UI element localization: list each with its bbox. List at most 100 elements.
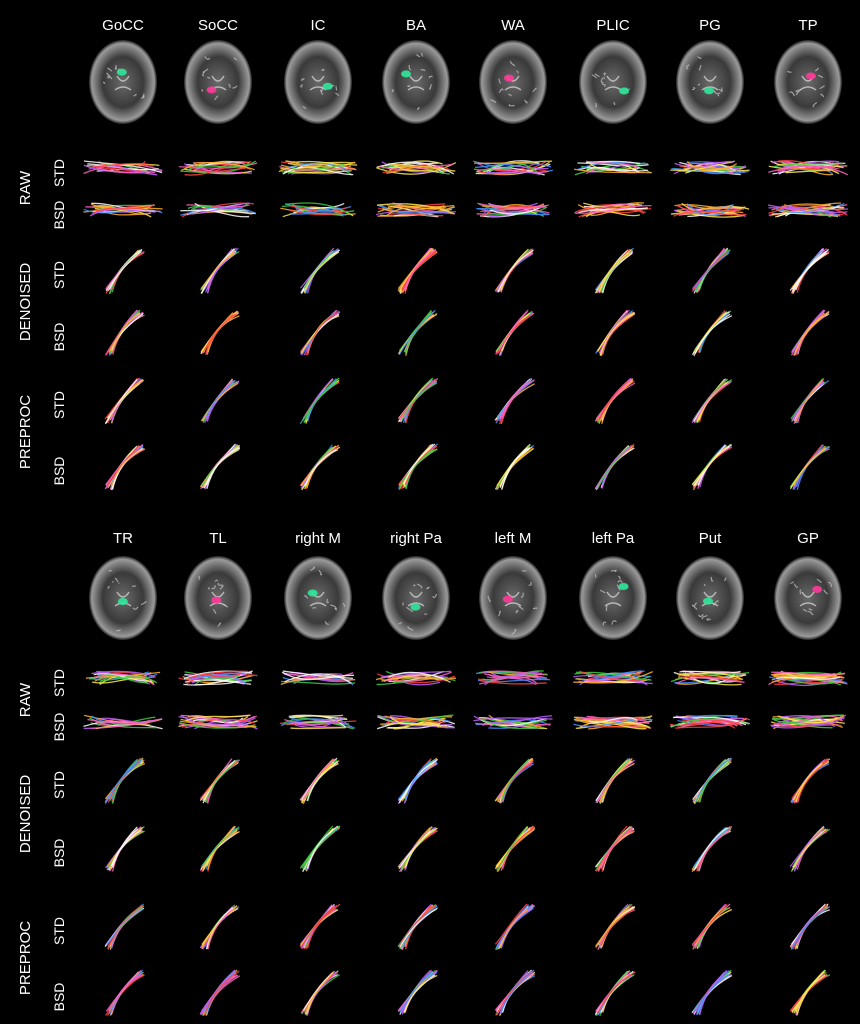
tractography-cell <box>768 160 849 176</box>
tractography-cell <box>670 202 750 218</box>
tractography-cell <box>279 714 357 730</box>
tractography-cell <box>375 670 457 686</box>
tractography-cell <box>595 757 636 805</box>
tractography-cell <box>397 825 438 873</box>
tractography-cell <box>789 247 830 295</box>
tractography-cell <box>299 825 341 873</box>
brain-slice-thumbnail <box>579 40 647 124</box>
tractography-cell <box>105 969 145 1016</box>
column-label: left M <box>495 530 532 547</box>
tractography-cell <box>105 826 145 872</box>
tractography-cell <box>397 969 438 1015</box>
tractography-cell <box>594 970 636 1017</box>
column-label: BA <box>406 17 426 34</box>
tractography-cell <box>397 443 439 490</box>
row-label: BSD <box>51 457 67 486</box>
tractography-cell <box>200 310 240 355</box>
tractography-cell <box>397 247 438 295</box>
tractography-cell <box>594 247 635 294</box>
tractography-cell <box>473 160 553 176</box>
row-group-label: PREPROC <box>17 921 34 995</box>
row-label: STD <box>51 917 67 945</box>
column-label: SoCC <box>198 17 238 34</box>
tractography-cell <box>691 825 733 873</box>
row-label: STD <box>51 159 67 187</box>
tractography-cell <box>299 309 341 356</box>
brain-slice-thumbnail <box>184 556 252 640</box>
tractography-cell <box>476 202 550 218</box>
column-label: GP <box>797 530 819 547</box>
tractography-cell <box>299 903 341 950</box>
tractography-cell <box>280 670 356 686</box>
tractography-cell <box>475 670 551 686</box>
row-label: BSD <box>51 201 67 230</box>
tractography-cell <box>494 248 534 293</box>
column-label: right Pa <box>390 530 442 547</box>
tractography-cell <box>397 903 438 951</box>
tractography-cell <box>494 825 536 873</box>
tractography-cell <box>278 160 358 176</box>
row-group-label: RAW <box>17 682 34 717</box>
brain-slice-thumbnail <box>479 40 547 124</box>
tractography-cell <box>790 758 831 804</box>
column-label: left Pa <box>592 530 635 547</box>
column-label: IC <box>311 17 326 34</box>
row-group-label: RAW <box>17 170 34 205</box>
tractography-cell <box>790 378 830 424</box>
tractography-cell <box>200 378 240 423</box>
tractography-cell <box>789 903 831 951</box>
tractography-cell <box>178 160 258 176</box>
tractography-cell <box>789 444 831 491</box>
column-label: TL <box>209 530 227 547</box>
tractography-cell <box>691 903 733 950</box>
tractography-cell <box>670 160 750 176</box>
tractography-cell <box>574 202 652 218</box>
tractography-cell <box>691 443 733 491</box>
column-label: WA <box>501 17 525 34</box>
row-label: STD <box>51 391 67 419</box>
tractography-cell <box>573 670 654 686</box>
row-group-label: DENOISED <box>17 775 34 854</box>
row-label: STD <box>51 261 67 289</box>
tractography-cell <box>770 714 846 730</box>
tractography-cell <box>494 757 535 804</box>
row-group-label: PREPROC <box>17 395 34 469</box>
tractography-cell <box>83 714 163 730</box>
tractography-cell <box>594 825 635 872</box>
tractography-cell <box>104 903 145 950</box>
tractography-cell <box>768 670 848 687</box>
brain-slice-thumbnail <box>284 40 352 124</box>
tractography-cell <box>199 758 241 804</box>
column-label: TR <box>113 530 133 547</box>
tractography-cell <box>280 202 356 218</box>
tractography-cell <box>692 757 732 805</box>
tractography-cell <box>767 202 849 218</box>
brain-slice-thumbnail <box>676 40 744 124</box>
tractography-cell <box>573 715 653 730</box>
tractography-cell <box>691 969 733 1016</box>
tractography-cell <box>397 377 439 424</box>
column-label: TP <box>798 17 817 34</box>
tractography-cell <box>105 309 145 356</box>
brain-slice-thumbnail <box>184 40 252 124</box>
row-label: BSD <box>51 983 67 1012</box>
brain-slice-thumbnail <box>774 40 842 124</box>
brain-slice-thumbnail <box>89 556 157 640</box>
tractography-cell <box>594 443 635 491</box>
row-label: STD <box>51 669 67 697</box>
tractography-cell <box>594 377 636 424</box>
tractography-cell <box>691 247 731 294</box>
tractography-cell <box>494 443 535 491</box>
brain-slice-thumbnail <box>89 40 157 124</box>
tractography-cell <box>178 714 258 730</box>
brain-slice-thumbnail <box>676 556 744 640</box>
tractography-cell <box>299 377 340 425</box>
tractography-cell <box>104 377 145 425</box>
row-label: BSD <box>51 839 67 868</box>
column-label: PLIC <box>596 17 630 34</box>
tractography-cell <box>180 202 256 218</box>
tractography-cell <box>790 309 830 356</box>
tractography-cell <box>789 825 831 872</box>
tractography-cell <box>595 903 636 951</box>
brain-slice-thumbnail <box>579 556 647 640</box>
